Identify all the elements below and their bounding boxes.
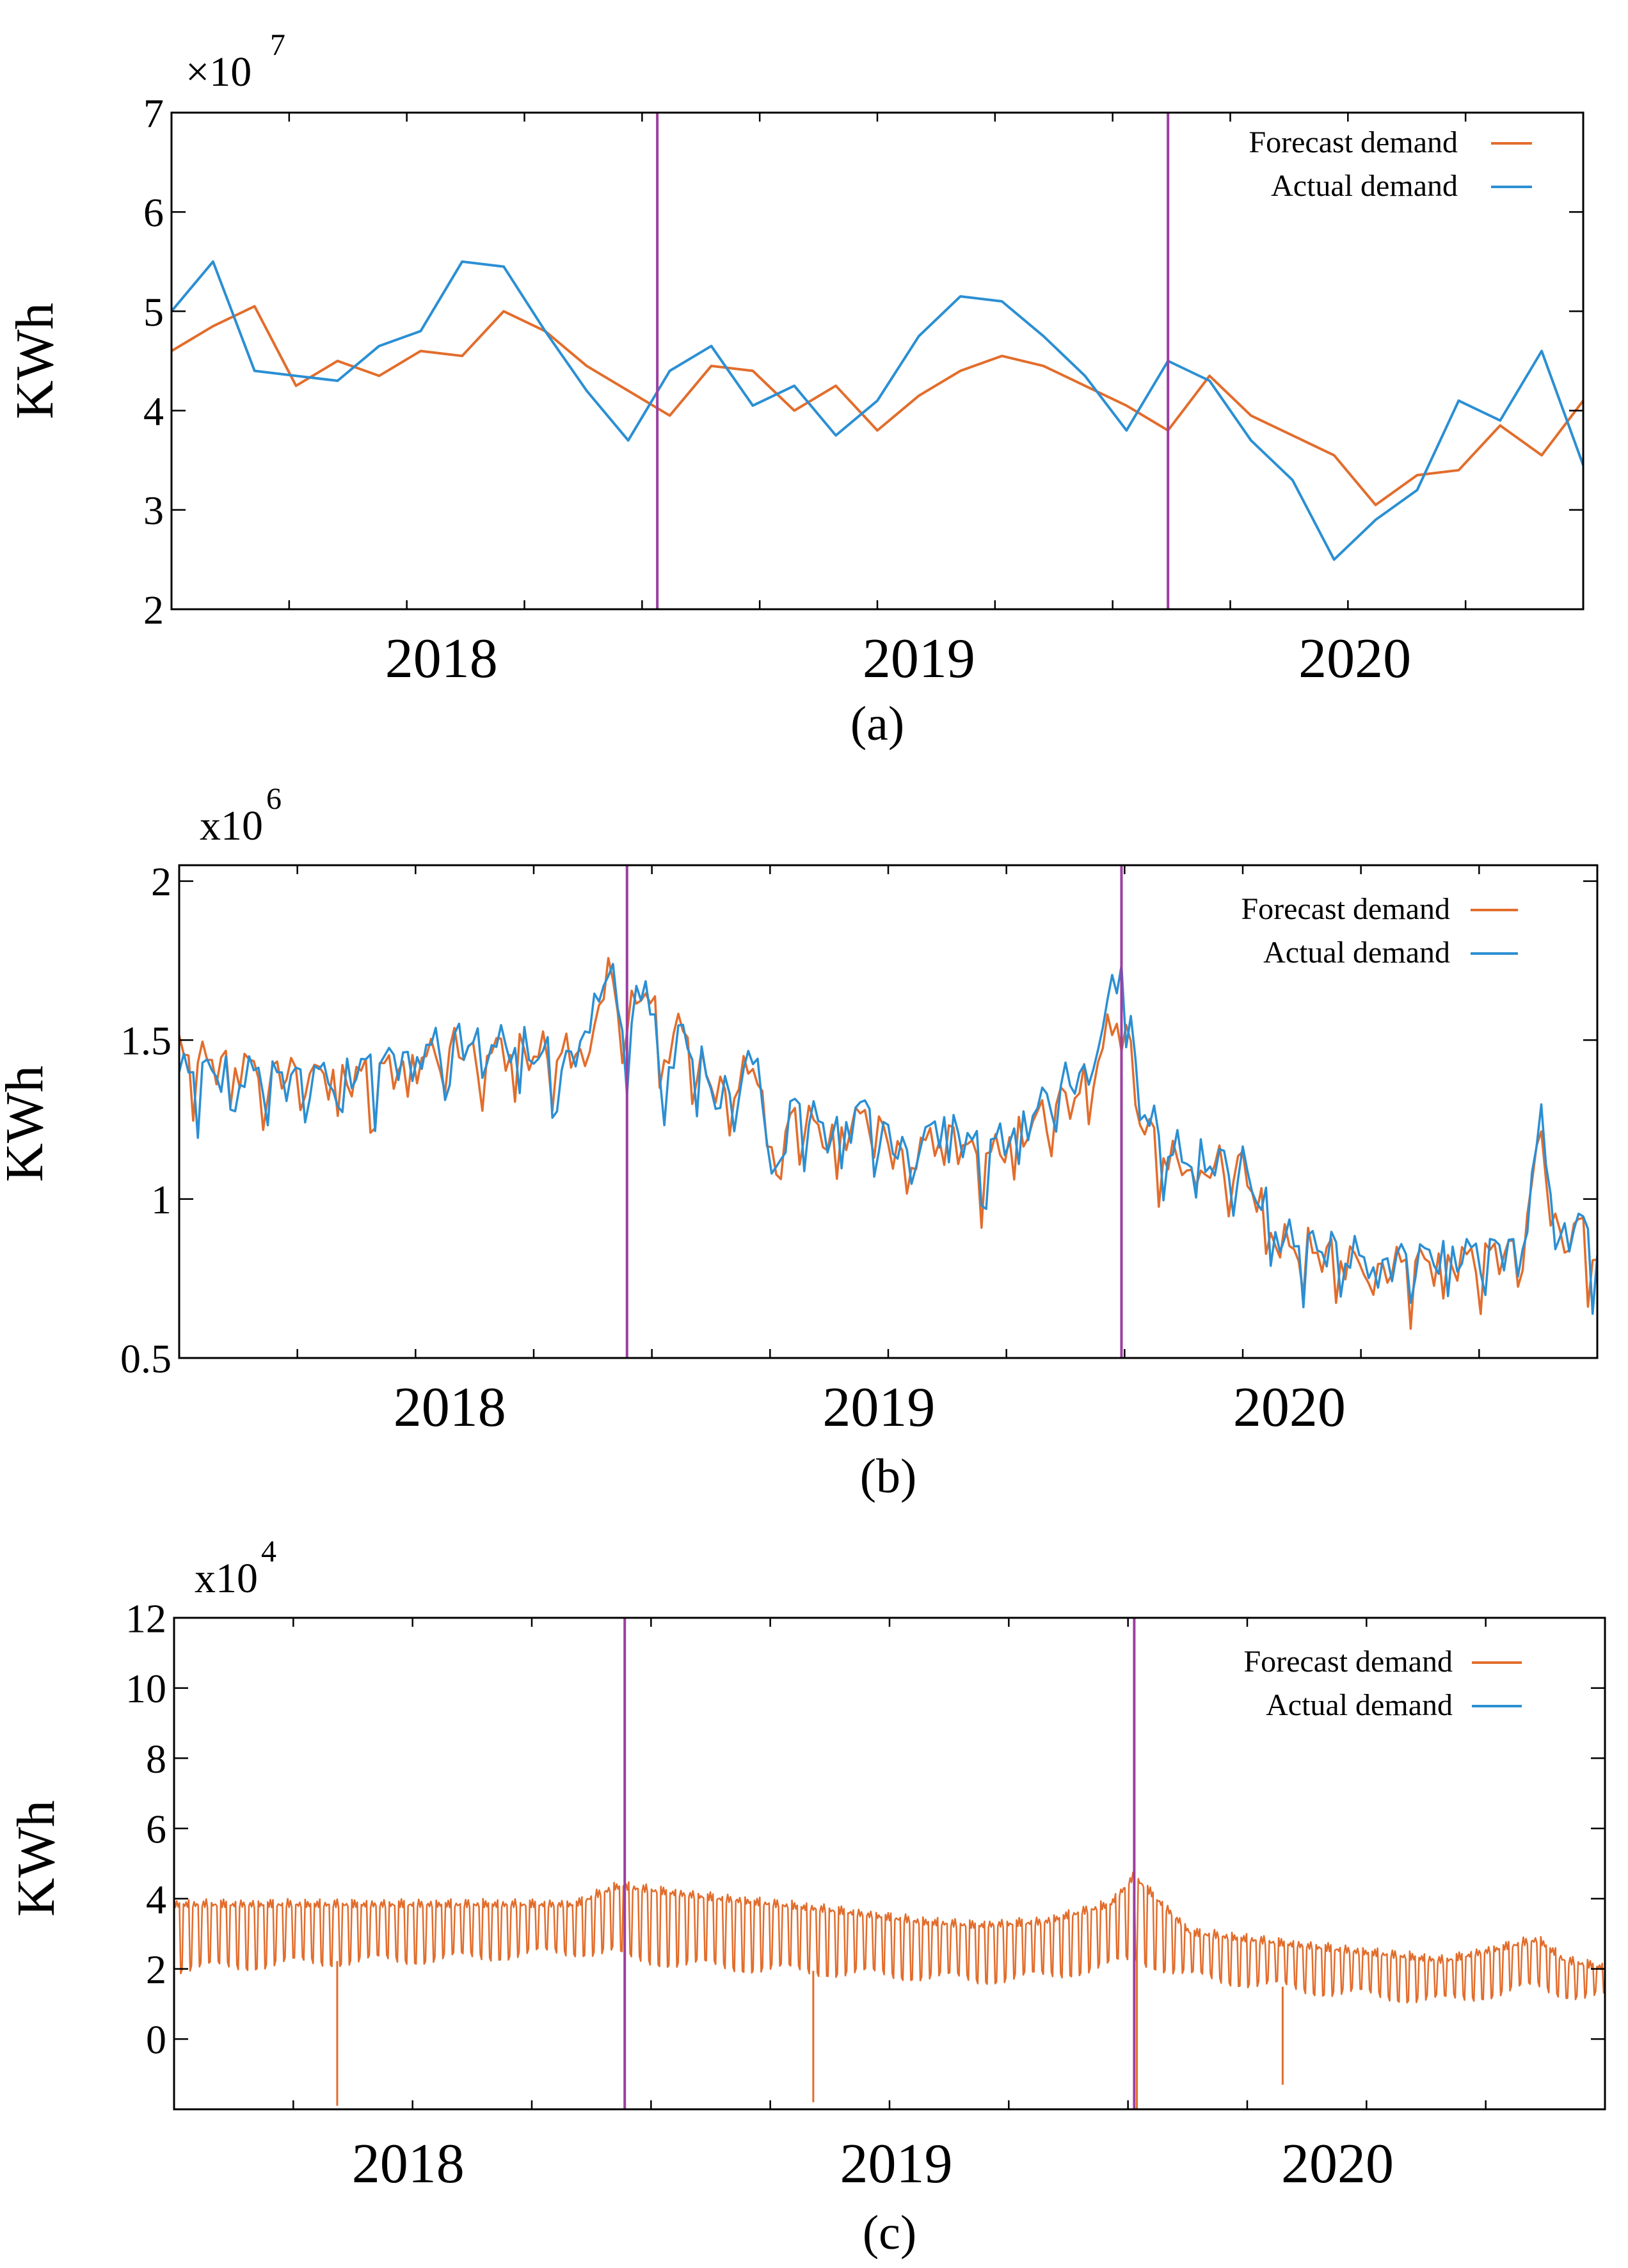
y-axis-label: KWh [6, 1800, 66, 1917]
y-tick-label: 7 [143, 90, 164, 136]
y-axis-label: KWh [0, 1066, 54, 1182]
y-tick-label: 2 [146, 1947, 166, 1992]
x-year-label: 2019 [822, 1377, 935, 1439]
y-tick-label: 1 [151, 1177, 172, 1222]
y-tick-label: 5 [143, 289, 164, 335]
x-year-label: 2018 [385, 628, 498, 690]
x-year-label: 2020 [1298, 628, 1411, 690]
series-line-forecast [174, 1871, 1605, 2004]
y-multiplier: x10 [200, 803, 263, 849]
plot-area [172, 260, 1583, 561]
y-tick-label: 0.5 [120, 1336, 172, 1381]
y-tick-label: 6 [146, 1807, 166, 1852]
y-multiplier-exponent: 6 [266, 782, 282, 816]
series-line-actual [179, 962, 1597, 1315]
y-axis-label: KWh [5, 303, 65, 419]
y-tick-label: 4 [143, 388, 164, 434]
y-tick-label: 3 [143, 488, 164, 533]
y-tick-label: 8 [146, 1736, 166, 1782]
y-tick-label: 6 [143, 190, 164, 236]
x-year-label: 2018 [394, 1377, 506, 1439]
legend-label-forecast: Forecast demand [1241, 892, 1450, 926]
legend-label-actual: Actual demand [1271, 169, 1458, 203]
x-year-label: 2020 [1233, 1377, 1346, 1439]
plot-area [179, 957, 1597, 1330]
series-line-actual [172, 260, 1583, 561]
legend-label-actual: Actual demand [1263, 936, 1450, 970]
legend-label-forecast: Forecast demand [1243, 1645, 1453, 1679]
x-year-label: 2018 [352, 2133, 465, 2195]
y-tick-label: 2 [151, 859, 172, 904]
y-tick-label: 12 [125, 1595, 166, 1641]
y-multiplier-exponent: 7 [270, 28, 285, 62]
y-multiplier: x10 [195, 1555, 258, 1602]
legend-label-actual: Actual demand [1266, 1688, 1453, 1722]
y-tick-label: 1.5 [120, 1018, 172, 1064]
y-tick-label: 2 [143, 587, 164, 632]
series-line-forecast [179, 957, 1597, 1330]
panel-label: (c) [863, 2206, 916, 2260]
y-multiplier: ×10 [186, 49, 251, 95]
x-year-label: 2020 [1281, 2133, 1394, 2195]
y-tick-label: 0 [146, 2017, 166, 2063]
panel-label: (b) [860, 1449, 917, 1503]
legend-label-forecast: Forecast demand [1249, 125, 1458, 159]
panel-label: (a) [850, 697, 904, 751]
plot-area [174, 1871, 1605, 2109]
series-line-forecast [172, 305, 1583, 506]
chart-panel-1: 2 3 4 5 6 7 2018 2019 2020 KWh ×10 7 Forecast demand… [5, 28, 1584, 751]
y-tick-label: 10 [125, 1666, 166, 1711]
y-tick-label: 4 [146, 1876, 166, 1922]
x-year-label: 2019 [863, 628, 975, 690]
x-year-label: 2019 [840, 2133, 952, 2195]
y-multiplier-exponent: 4 [261, 1535, 276, 1569]
